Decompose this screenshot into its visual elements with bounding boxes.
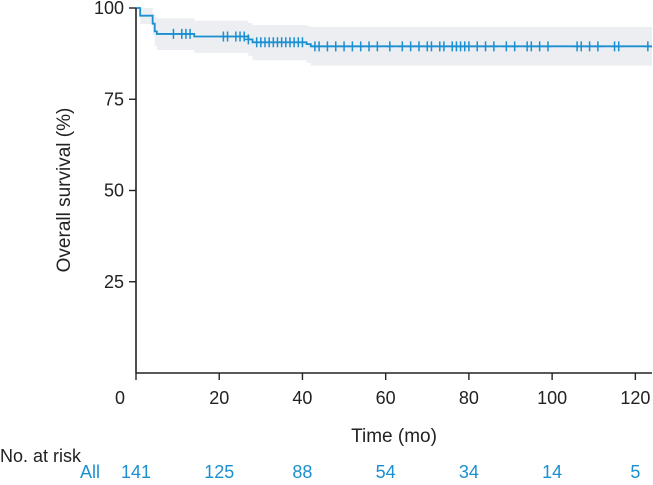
censor-mark [331, 41, 340, 52]
risk-count: 88 [292, 462, 312, 482]
censor-mark [473, 41, 482, 52]
risk-table-title: No. at risk [0, 446, 82, 466]
risk-count: 14 [542, 462, 562, 482]
survival-curve-series [136, 7, 652, 48]
risk-table-group-label: All [80, 462, 100, 482]
censor-mark [535, 41, 544, 52]
censor-mark [240, 31, 249, 42]
censor-mark [643, 41, 652, 52]
censor-mark [244, 34, 253, 45]
x-tick-label: 40 [292, 388, 312, 408]
censor-mark [298, 37, 307, 48]
censor-mark [414, 41, 423, 52]
censor-mark [527, 41, 536, 52]
x-axis-title: Time (mo) [351, 426, 437, 447]
censor-mark [365, 41, 374, 52]
censor-mark [489, 41, 498, 52]
y-tick-label: 50 [104, 181, 124, 201]
y-axis-ticks: 25 50 75 100 [94, 0, 136, 292]
censor-mark [510, 41, 519, 52]
x-tick-label: 120 [620, 388, 650, 408]
risk-table-values: 141 125 88 54 34 14 5 [121, 462, 640, 482]
x-tick-label: 20 [209, 388, 229, 408]
x-tick-label: 0 [115, 388, 125, 408]
censor-mark [464, 41, 473, 52]
x-tick-label: 60 [376, 388, 396, 408]
censor-mark [186, 28, 195, 39]
censor-mark [340, 41, 349, 52]
censor-mark [315, 41, 324, 52]
y-tick-label: 100 [94, 0, 124, 18]
censor-mark [169, 28, 178, 39]
censor-mark [373, 41, 382, 52]
risk-count: 141 [121, 462, 151, 482]
censor-mark [585, 41, 594, 52]
censor-mark [543, 41, 552, 52]
censor-mark [398, 41, 407, 52]
censor-mark [385, 41, 394, 52]
x-axis-ticks: 0 20 40 60 80 100 120 [115, 373, 650, 408]
censor-mark [481, 41, 490, 52]
y-axis-title: Overall survival (%) [54, 108, 75, 273]
y-tick-label: 25 [104, 272, 124, 292]
risk-count: 34 [459, 462, 479, 482]
censor-mark [223, 31, 232, 42]
censor-mark [502, 41, 511, 52]
risk-count: 125 [204, 462, 234, 482]
y-tick-label: 75 [104, 89, 124, 109]
confidence-band-area [136, 8, 652, 66]
x-tick-label: 100 [537, 388, 567, 408]
confidence-band [136, 8, 652, 66]
survival-curve [136, 7, 652, 48]
censor-mark [348, 41, 357, 52]
risk-count: 54 [376, 462, 396, 482]
censor-mark [356, 41, 365, 52]
censor-mark [427, 41, 436, 52]
censor-mark [323, 41, 332, 52]
censor-marks [169, 28, 652, 52]
censor-mark [439, 41, 448, 52]
censor-mark [406, 41, 415, 52]
x-tick-label: 80 [459, 388, 479, 408]
censor-mark [577, 41, 586, 52]
censor-mark [593, 41, 602, 52]
risk-count: 5 [630, 462, 640, 482]
censor-mark [614, 41, 623, 52]
